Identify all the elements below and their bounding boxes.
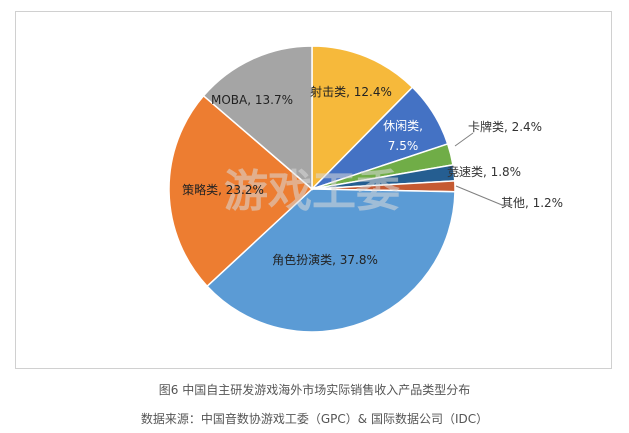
slice-label: 射击类, 12.4% xyxy=(310,84,392,99)
slice-labels: 射击类, 12.4% 休闲类, 7.5% 卡牌类, 2.4% 竞速类, 1.8% 其他, … xyxy=(182,84,563,267)
slice-label: 休闲类, 7.5% xyxy=(383,119,423,153)
leader-line xyxy=(454,132,474,147)
pie-slice xyxy=(202,45,313,191)
label-leaders xyxy=(454,132,503,206)
pie-slice xyxy=(168,94,314,288)
pie-slice xyxy=(206,188,456,333)
slice-label: 竞速类, 1.8% xyxy=(447,165,521,179)
leader-line xyxy=(455,185,503,206)
slice-label: 其他, 1.2% xyxy=(501,196,563,210)
source-caption: 数据来源：中国音数协游戏工委（GPC）& 国际数据公司（IDC） xyxy=(140,412,489,426)
pie-chart: 游戏工委 射击类, 12.4% 休闲类, 7.5% 卡牌类, 2.4% 竞速类, 1.8… xyxy=(168,45,563,333)
slice-label: 卡牌类, 2.4% xyxy=(468,120,542,134)
slice-label: 角色扮演类, 37.8% xyxy=(272,252,378,267)
slice-label: MOBA, 13.7% xyxy=(211,93,293,107)
pie-slices xyxy=(168,45,456,333)
watermark-text: 游戏工委 xyxy=(224,166,400,217)
slice-label: 策略类, 23.2% xyxy=(182,182,264,197)
figure-caption: 图6 中国自主研发游戏海外市场实际销售收入产品类型分布 xyxy=(158,383,471,397)
pie-slice xyxy=(311,45,414,191)
leader-line xyxy=(455,170,461,175)
